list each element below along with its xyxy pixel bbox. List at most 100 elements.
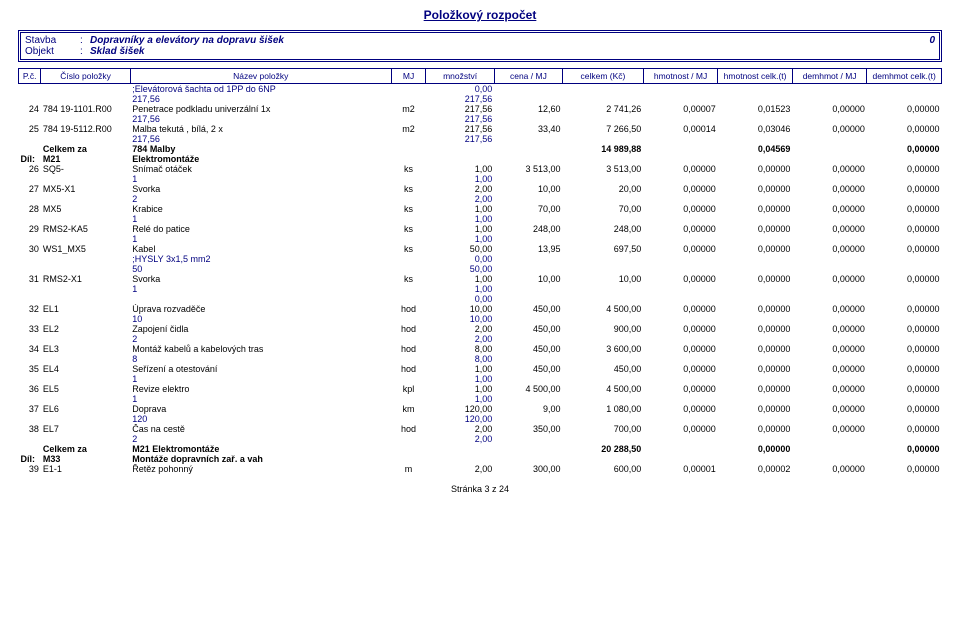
cell [19,234,41,244]
col-mj: MJ [391,69,426,84]
cell [391,234,426,244]
cell: 10,00 [494,274,562,284]
cell: ks [391,184,426,194]
cell: 0,00000 [643,204,718,214]
cell: 2 [130,194,391,204]
cell: 0,00000 [867,364,942,374]
cell: 0,00000 [718,304,793,314]
cell [563,354,644,364]
cell [563,454,644,464]
cell: 0,00000 [867,344,942,354]
cell: 600,00 [563,464,644,474]
table-row: 11,00 [19,394,942,404]
cell: 0,00000 [867,384,942,394]
cell [563,134,644,144]
cell [718,234,793,244]
cell: 0,00000 [792,324,867,334]
cell: ks [391,204,426,214]
objekt-val: Sklad šišek [90,46,895,57]
cell: 450,00 [494,364,562,374]
cell [718,134,793,144]
stavba-right: 0 [895,35,935,46]
cell [130,294,391,304]
cell: 0,00000 [718,244,793,254]
cell [426,454,494,464]
cell [19,354,41,364]
table-row: 11,00 [19,214,942,224]
cell: 0,00000 [867,424,942,434]
cell: EL7 [41,424,130,434]
stavba-label: Stavba [25,35,80,46]
cell [867,174,942,184]
cell: Malba tekutá , bílá, 2 x [130,124,391,134]
cell: 1,00 [426,364,494,374]
cell [391,194,426,204]
cell [563,194,644,204]
cell [718,294,793,304]
cell [643,454,718,464]
cell [563,114,644,124]
cell [494,444,562,454]
cell [643,114,718,124]
cell: 1,00 [426,204,494,214]
cell [643,394,718,404]
cell [41,254,130,264]
col-naz: Název položky [130,69,391,84]
cell: 0,00000 [792,104,867,114]
cell: M21 [41,154,130,164]
cell: 0,00000 [792,404,867,414]
cell: 1,00 [426,214,494,224]
cell [792,334,867,344]
cell: 784 19-1101.R00 [41,104,130,114]
cell: 33,40 [494,124,562,134]
cell [718,414,793,424]
cell [391,214,426,224]
cell: 0,00000 [792,164,867,174]
cell [494,234,562,244]
cell: m [391,464,426,474]
cell: 27 [19,184,41,194]
col-hmj: hmotnost / MJ [643,69,718,84]
cell [563,394,644,404]
cell: 0,00000 [643,184,718,194]
cell [19,394,41,404]
cell [494,434,562,444]
cell: 0,00000 [643,364,718,374]
page-footer: Stránka 3 z 24 [18,484,942,494]
cell: 3 600,00 [563,344,644,354]
cell [867,254,942,264]
cell: 0,00000 [792,304,867,314]
cell [494,114,562,124]
cell [41,294,130,304]
cell: 0,00000 [867,444,942,454]
cell: 0,00000 [643,164,718,174]
cell: 0,00000 [792,364,867,374]
cell: 0,00000 [718,384,793,394]
cell [41,374,130,384]
cell: 0,00000 [643,424,718,434]
cell: 0,00000 [792,464,867,474]
cell [563,94,644,104]
table-row: 37EL6Dopravakm120,009,001 080,000,000000… [19,404,942,414]
table-row: 33EL2Zapojení čidlahod2,00450,00900,000,… [19,324,942,334]
cell [643,314,718,324]
table-row: 31RMS2-X1Svorkaks1,0010,0010,000,000000,… [19,274,942,284]
cell: 120,00 [426,404,494,414]
table-row: 22,00 [19,194,942,204]
cell [494,354,562,364]
cell: 350,00 [494,424,562,434]
cell: 217,56 [426,124,494,134]
cell [718,394,793,404]
cell: RMS2-X1 [41,274,130,284]
cell: 8,00 [426,344,494,354]
cell: 1 [130,214,391,224]
col-dmj: demhmot / MJ [792,69,867,84]
cell [391,174,426,184]
cell: 217,56 [130,94,391,104]
cell [19,84,41,95]
cell [563,414,644,424]
cell [718,214,793,224]
cell [718,84,793,95]
cell: 3 513,00 [563,164,644,174]
doc-title: Položkový rozpočet [18,8,942,22]
